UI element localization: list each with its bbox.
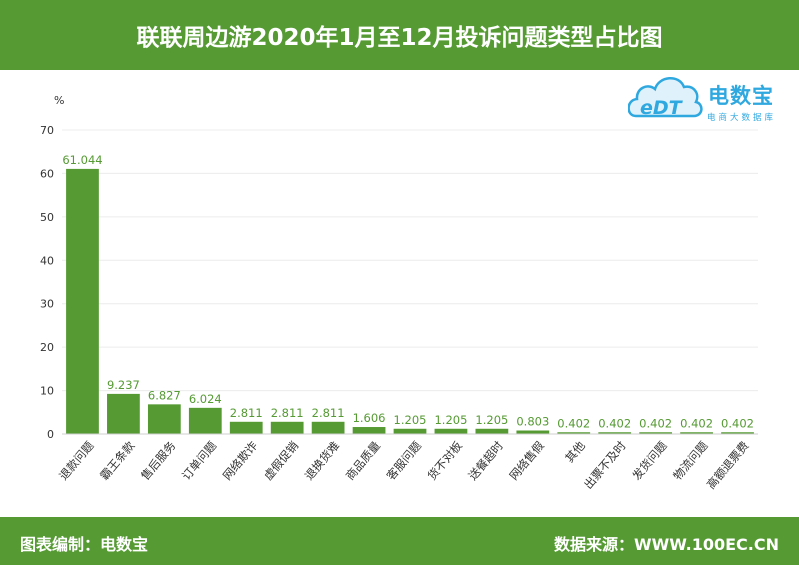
bar bbox=[229, 421, 263, 434]
data-label: 6.024 bbox=[189, 392, 222, 406]
y-tick-label: 50 bbox=[40, 211, 54, 224]
chart-footer: 图表编制：电数宝 数据来源：WWW.100EC.CN bbox=[0, 517, 799, 565]
x-tick-label: 虚假促销 bbox=[261, 439, 301, 483]
bar bbox=[352, 427, 386, 434]
bar bbox=[393, 428, 427, 434]
bar bbox=[107, 393, 140, 434]
x-tick-label: 退换货难 bbox=[302, 439, 342, 483]
data-label: 0.402 bbox=[557, 416, 590, 430]
bar bbox=[639, 432, 673, 434]
y-axis: 0 10 20 30 40 50 60 70% bbox=[40, 94, 64, 441]
bar bbox=[66, 168, 99, 434]
bar bbox=[311, 421, 345, 434]
x-tick-label: 物流问题 bbox=[670, 438, 711, 483]
x-tick-label: 退款问题 bbox=[56, 438, 97, 483]
bars bbox=[66, 168, 754, 434]
y-tick-label: 60 bbox=[40, 167, 54, 180]
data-label: 2.811 bbox=[312, 406, 345, 420]
data-label: 1.606 bbox=[353, 411, 386, 425]
data-label: 2.811 bbox=[230, 406, 263, 420]
logo-mark: eDT bbox=[640, 97, 684, 119]
y-tick-label: 10 bbox=[40, 385, 54, 398]
data-label: 6.827 bbox=[148, 388, 181, 402]
x-tick-label: 售后服务 bbox=[138, 438, 179, 483]
x-tick-label: 高额退票费 bbox=[704, 439, 752, 492]
bar bbox=[598, 432, 632, 434]
gridlines bbox=[62, 129, 758, 392]
footer-credit: 图表编制：电数宝 bbox=[20, 535, 149, 554]
x-tick-label: 客服问题 bbox=[384, 438, 425, 483]
footer-source: 数据来源：WWW.100EC.CN bbox=[553, 535, 779, 554]
bar bbox=[680, 432, 713, 434]
x-axis: 退款问题 霸王条款 售后服务 订单问题 网络欺诈 虚假促销 退换货难 商品质量 客服问题 货不对板… bbox=[56, 433, 758, 492]
x-tick-label: 商品质量 bbox=[343, 439, 383, 483]
logo-subtitle: 电商大数据库 bbox=[707, 113, 777, 123]
data-label: 1.205 bbox=[434, 413, 467, 427]
logo-name: 电数宝 bbox=[708, 84, 774, 108]
y-tick-label: 0 bbox=[47, 428, 54, 441]
data-label: 0.803 bbox=[516, 415, 549, 429]
bar bbox=[475, 428, 509, 434]
data-label: 1.205 bbox=[394, 413, 427, 427]
bar bbox=[147, 404, 181, 434]
data-label: 0.402 bbox=[598, 416, 631, 430]
data-label: 0.402 bbox=[721, 416, 754, 430]
data-label: 0.402 bbox=[639, 416, 672, 430]
chart-title: 联联周边游2020年1月至12月投诉问题类型占比图 bbox=[136, 25, 663, 51]
data-label: 1.205 bbox=[475, 413, 508, 427]
bar bbox=[434, 428, 468, 434]
x-tick-label: 出票不及时 bbox=[581, 438, 629, 491]
bar bbox=[516, 430, 550, 434]
y-axis-label: % bbox=[54, 94, 64, 107]
bar bbox=[721, 432, 754, 434]
data-label: 61.044 bbox=[62, 153, 102, 167]
bar bbox=[557, 432, 591, 434]
bar bbox=[270, 421, 304, 434]
data-label: 2.811 bbox=[271, 406, 304, 420]
bar bbox=[188, 407, 222, 434]
x-tick-label: 送餐超时 bbox=[466, 438, 507, 483]
bar-chart: 0 10 20 30 40 50 60 70% 61.044 9.237 6.827 6.024 2.… bbox=[40, 94, 758, 492]
x-tick-label: 货不对板 bbox=[425, 438, 466, 483]
value-labels: 61.044 9.237 6.827 6.024 2.811 2.811 2.811 1.60… bbox=[62, 153, 754, 430]
x-tick-label: 霸王条款 bbox=[97, 438, 138, 483]
x-tick-label: 发货问题 bbox=[629, 438, 670, 483]
y-tick-label: 20 bbox=[40, 341, 54, 354]
x-tick-label: 订单问题 bbox=[179, 438, 220, 483]
y-tick-label: 40 bbox=[40, 254, 54, 267]
x-tick-label: 其他 bbox=[562, 438, 588, 465]
y-tick-label: 70 bbox=[40, 124, 54, 137]
data-label: 0.402 bbox=[680, 416, 713, 430]
x-tick-label: 网络售假 bbox=[507, 438, 548, 483]
chart-header: 联联周边游2020年1月至12月投诉问题类型占比图 bbox=[0, 0, 799, 70]
x-tick-label: 网络欺诈 bbox=[220, 438, 261, 483]
data-label: 9.237 bbox=[107, 378, 140, 392]
y-tick-label: 30 bbox=[40, 298, 54, 311]
logo-cloud-icon: eDT bbox=[628, 77, 703, 119]
